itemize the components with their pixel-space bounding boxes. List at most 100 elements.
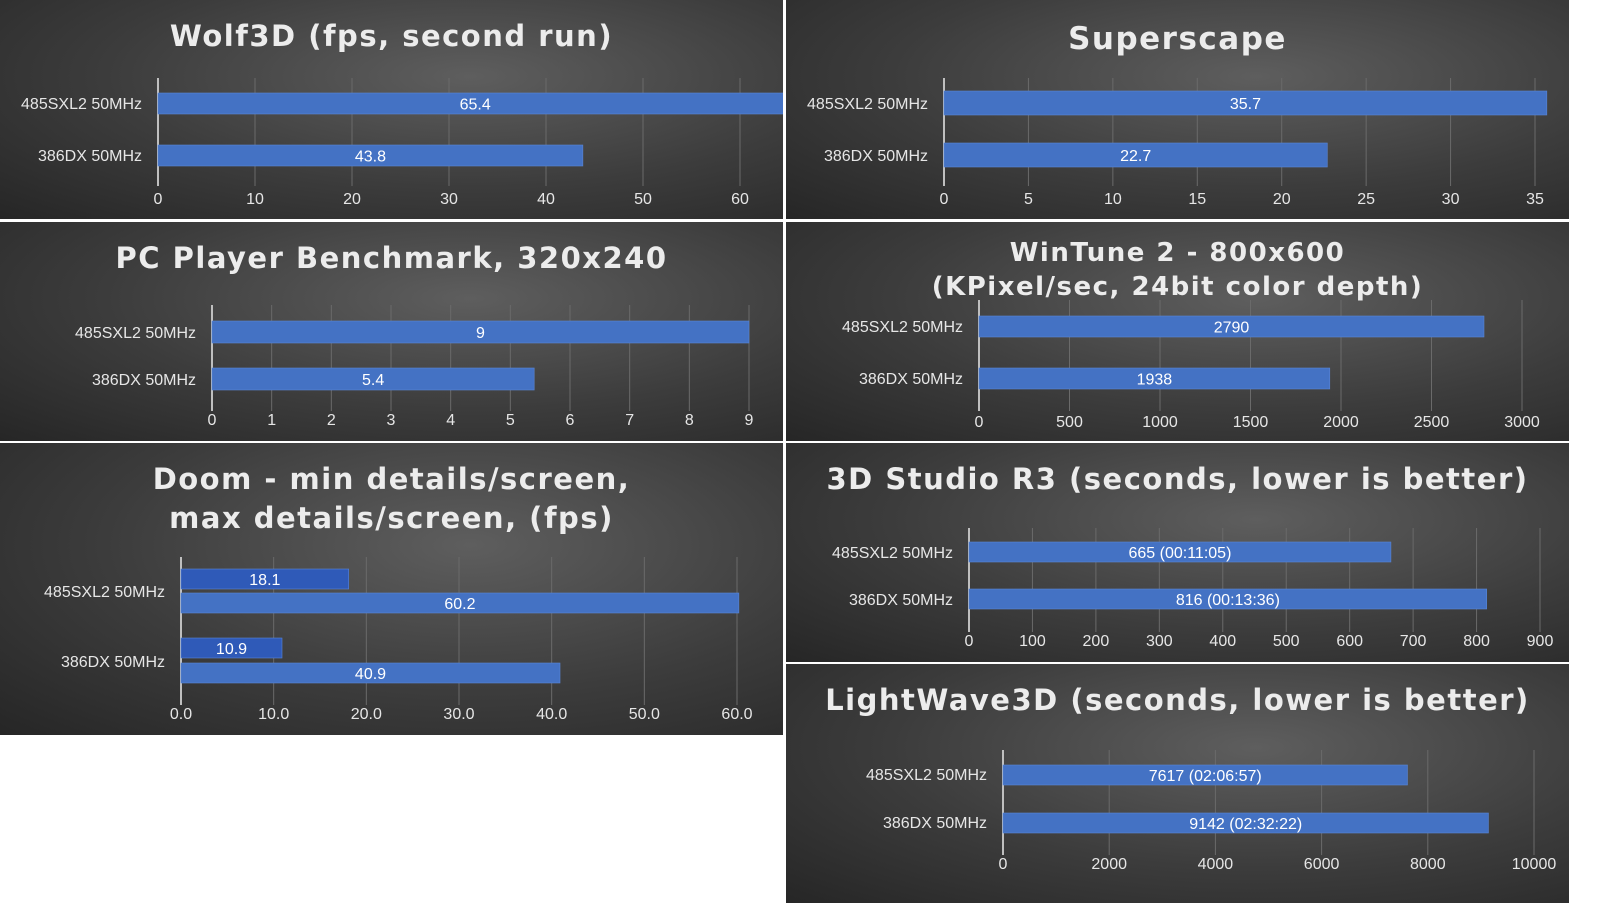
bar-data-label: 22.7 [1120,148,1151,165]
category-label: 386DX 50MHz [92,372,196,389]
category-label: 386DX 50MHz [883,815,987,832]
chart-title-line: WinTune 2 - 800x600 [1009,238,1346,268]
chart-title-line: Doom - min details/screen, [152,462,631,496]
x-tick-label: 35 [1526,191,1544,208]
chart-title: 3D Studio R3 (seconds, lower is better) [786,460,1569,499]
x-tick-label: 15 [1188,191,1206,208]
chart-svg: 0 10 20 30 40 50 60 485SXL2 50MHz 386DX 50MHz 65.… [21,78,783,208]
chart-title-line: 3D Studio R3 (seconds, lower is better) [826,462,1529,496]
bar-data-label: 816 (00:13:36) [1176,592,1280,609]
x-tick-label: 2500 [1414,414,1450,431]
bar [978,367,1331,390]
x-tick-label: 20 [1273,191,1291,208]
bar-data-label: 5.4 [362,372,384,389]
chart-svg: 0 5 10 15 20 25 30 35 485SXL2 50MHz 386DX 50MHz 35… [807,78,1548,208]
chart-title-line: Wolf3D (fps, second run) [169,19,614,53]
bar [968,588,1488,610]
bar-data-label: 18.1 [249,572,280,589]
x-tick-label: 600 [1336,633,1363,650]
x-tick-label: 30 [440,191,458,208]
x-tick-label: 8 [685,412,694,429]
x-tick-label: 7 [625,412,634,429]
x-tick-label: 0 [154,191,163,208]
category-label: 485SXL2 50MHz [21,96,142,113]
x-tick-label: 0 [999,856,1008,873]
x-tick-label: 400 [1209,633,1236,650]
bar-data-label: 40.9 [355,666,386,683]
x-tick-label: 25 [1357,191,1375,208]
x-tick-label: 60.0 [721,706,752,723]
bar-data-label: 65.4 [460,97,491,114]
bar [978,315,1485,338]
x-tick-label: 60 [731,191,749,208]
chart-title-line: PC Player Benchmark, 320x240 [115,241,668,275]
x-tick-label: 2000 [1091,856,1127,873]
x-tick-label: 30 [1442,191,1460,208]
chart-title-line: LightWave3D (seconds, lower is better) [825,683,1530,717]
x-tick-label: 3000 [1504,414,1540,431]
chart-title: Doom - min details/screen, max details/sc… [0,460,783,538]
bar-data-label: 1938 [1137,372,1173,389]
x-tick-label: 0 [975,414,984,431]
chart-svg: 0 500 1000 1500 2000 2500 3000 485SXL2 50MHz 386… [842,300,1540,431]
category-label: 386DX 50MHz [859,371,963,388]
x-tick-label: 40 [537,191,555,208]
x-tick-label: 100 [1019,633,1046,650]
bar-data-label: 43.8 [355,149,386,166]
x-tick-label: 300 [1146,633,1173,650]
chart-svg: 0 100 200 300 400 500 600 700 800 900 485SXL2 50MH… [832,528,1554,650]
chart-title-line: Superscape [1068,21,1287,57]
x-tick-label: 6 [566,412,575,429]
x-tick-label: 8000 [1410,856,1446,873]
category-label: 386DX 50MHz [849,592,953,609]
x-tick-label: 50 [634,191,652,208]
bar [180,592,740,614]
x-tick-label: 10.0 [258,706,289,723]
chart-title-line: max details/screen, (fps) [169,501,614,535]
x-tick-label: 20.0 [351,706,382,723]
category-label: 485SXL2 50MHz [832,545,953,562]
bar-data-label: 35.7 [1230,96,1261,113]
chart-svg: 0.0 10.0 20.0 30.0 40.0 50.0 60.0 485SXL2 50MHz… [44,557,753,723]
x-tick-label: 50.0 [629,706,660,723]
x-tick-label: 2000 [1323,414,1359,431]
x-tick-label: 1000 [1142,414,1178,431]
bar-data-label: 9 [476,325,485,342]
x-tick-label: 0 [965,633,974,650]
bar [180,568,350,590]
chart-title: WinTune 2 - 800x600 (KPixel/sec, 24bit co… [786,236,1569,304]
bar [180,662,561,684]
category-label: 386DX 50MHz [61,654,165,671]
chart-title: LightWave3D (seconds, lower is better) [786,681,1569,720]
x-tick-label: 800 [1463,633,1490,650]
bar-data-label: 2790 [1214,320,1250,337]
x-tick-label: 0 [208,412,217,429]
x-tick-label: 900 [1527,633,1554,650]
bar [211,320,750,344]
x-tick-label: 10 [246,191,264,208]
x-tick-label: 0.0 [170,706,192,723]
panel-wolf3d: Wolf3D (fps, second run) 0 10 20 30 40 50 60 48… [0,0,783,219]
bar [1002,812,1489,834]
panel-doom: Doom - min details/screen, max details/sc… [0,443,783,735]
x-tick-label: 6000 [1304,856,1340,873]
x-tick-label: 5 [1024,191,1033,208]
chart-svg: 0 1 2 3 4 5 6 7 8 9 485SXL2 50MHz 386DX 50MHz 9 5.4 [75,305,754,429]
chart-title: Superscape [786,20,1569,59]
panel-3dstudio: 3D Studio R3 (seconds, lower is better) … [786,443,1569,662]
panel-superscape: Superscape 0 5 10 15 20 25 30 35 485SXL2 50MHz 38… [786,0,1569,219]
bar [180,637,283,659]
x-tick-label: 10000 [1512,856,1557,873]
x-tick-label: 1 [267,412,276,429]
x-tick-label: 30.0 [443,706,474,723]
x-tick-label: 1500 [1233,414,1269,431]
x-tick-label: 4 [446,412,455,429]
bar-data-label: 10.9 [216,641,247,658]
chart-title: Wolf3D (fps, second run) [0,17,783,56]
category-label: 485SXL2 50MHz [842,319,963,336]
bar-data-label: 665 (00:11:05) [1129,545,1232,562]
x-tick-label: 500 [1273,633,1300,650]
chart-title-line: (KPixel/sec, 24bit color depth) [931,272,1424,302]
category-label: 485SXL2 50MHz [807,96,928,113]
panel-lightwave: LightWave3D (seconds, lower is better) 0… [786,664,1569,903]
